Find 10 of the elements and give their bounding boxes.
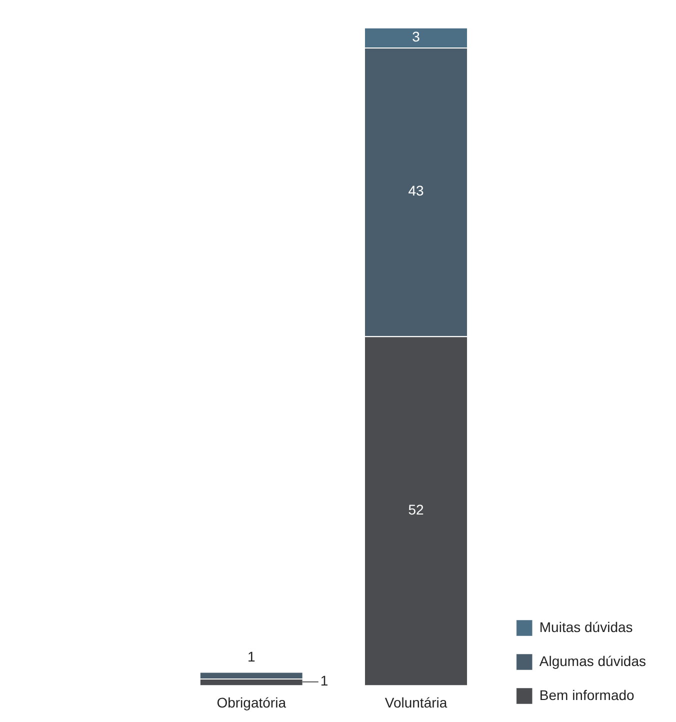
data-label: 52 [408,502,424,518]
x-tick-label: Voluntária [384,694,448,710]
legend-label: Algumas dúvidas [539,652,646,669]
data-label: 1 [247,648,256,665]
data-label: 1 [320,672,328,689]
legend-label: Muitas dúvidas [539,618,633,635]
data-label: 3 [412,28,420,44]
data-label: 43 [408,182,424,199]
legend-label: Bem informado [539,686,635,703]
x-tick-label: Obrigatória [216,694,286,710]
